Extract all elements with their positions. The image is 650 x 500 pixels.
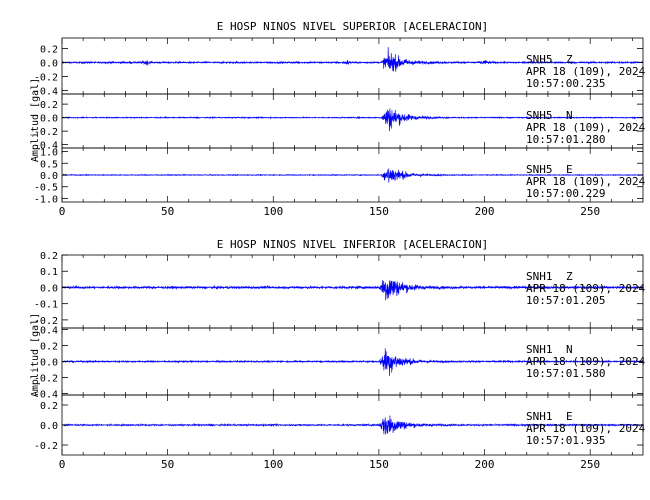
x-tick-label: 200 [475,205,495,218]
waveform-snh1-n [62,348,643,376]
y-tick-label: 0.2 [40,45,58,56]
time-label: 10:57:00.229 [526,187,605,200]
waveform-snh5-e [62,168,643,183]
y-tick-label: -0.2 [34,316,58,327]
date-label: APR 18 (109), 2024 [526,121,646,134]
y-axis-label: Amplitud [gal] [30,78,41,162]
y-tick-label: 0.0 [40,114,58,125]
date-label: APR 18 (109), 2024 [526,355,646,368]
y-tick-label: -0.2 [34,441,58,452]
x-tick-label: 250 [580,205,600,218]
y-tick-label: 0.1 [40,267,58,278]
channel-label: SNH5 [526,109,553,122]
y-tick-label: 0.4 [40,326,58,337]
x-tick-label: 150 [369,458,389,471]
channel-label: SNH1 [526,343,553,356]
y-tick-label: -0.4 [34,87,58,98]
x-tick-label: 200 [475,458,495,471]
chart-title: E HOSP NINOS NIVEL INFERIOR [ACELERACION… [217,238,489,251]
time-label: 10:57:01.205 [526,294,605,307]
component-label: Z [566,270,573,283]
y-tick-label: 1.0 [40,148,58,159]
y-tick-label: -0.1 [34,300,58,311]
waveform-snh1-z [62,280,643,301]
y-tick-label: 0.0 [40,421,58,432]
x-tick-label: 100 [263,205,283,218]
y-tick-label: 0.2 [40,401,58,412]
x-tick-label: 0 [59,458,66,471]
y-tick-label: -0.2 [34,73,58,84]
y-tick-label: -0.4 [34,389,58,400]
x-tick-label: 100 [263,458,283,471]
y-tick-label: 0.0 [40,59,58,70]
y-tick-label: -0.2 [34,373,58,384]
waveform-snh5-z [62,47,643,72]
y-tick-label: -0.5 [34,183,58,194]
channel-label: SNH1 [526,270,553,283]
waveform-snh5-n [62,108,643,132]
time-label: 10:57:01.580 [526,367,605,380]
y-tick-label: 0.2 [40,100,58,111]
y-tick-label: -1.0 [34,194,58,205]
date-label: APR 18 (109), 2024 [526,175,646,188]
y-tick-label: 0.0 [40,283,58,294]
time-label: 10:57:00.235 [526,77,605,90]
channel-label: SNH1 [526,410,553,423]
x-tick-label: 150 [369,205,389,218]
y-tick-label: 0.2 [40,251,58,262]
chart-title: E HOSP NINOS NIVEL SUPERIOR [ACELERACION… [217,20,489,33]
component-label: N [566,109,573,122]
y-tick-label: -0.2 [34,127,58,138]
y-tick-label: -0.4 [34,141,58,152]
y-tick-label: 0.0 [40,358,58,369]
channel-label: SNH5 [526,53,553,66]
component-label: N [566,343,573,356]
component-label: E [566,410,573,423]
time-label: 10:57:01.280 [526,133,605,146]
x-tick-label: 50 [161,458,174,471]
x-tick-label: 50 [161,205,174,218]
y-tick-label: 0.2 [40,342,58,353]
component-label: E [566,163,573,176]
waveform-snh1-e [62,415,643,435]
channel-label: SNH5 [526,163,553,176]
y-tick-label: 0.5 [40,159,58,170]
x-tick-label: 0 [59,205,66,218]
time-label: 10:57:01.935 [526,434,605,447]
y-axis-label: Amplitud [gal] [30,313,41,397]
x-tick-label: 250 [580,458,600,471]
date-label: APR 18 (109), 2024 [526,282,646,295]
component-label: Z [566,53,573,66]
date-label: APR 18 (109), 2024 [526,422,646,435]
date-label: APR 18 (109), 2024 [526,65,646,78]
y-tick-label: 0.0 [40,171,58,182]
